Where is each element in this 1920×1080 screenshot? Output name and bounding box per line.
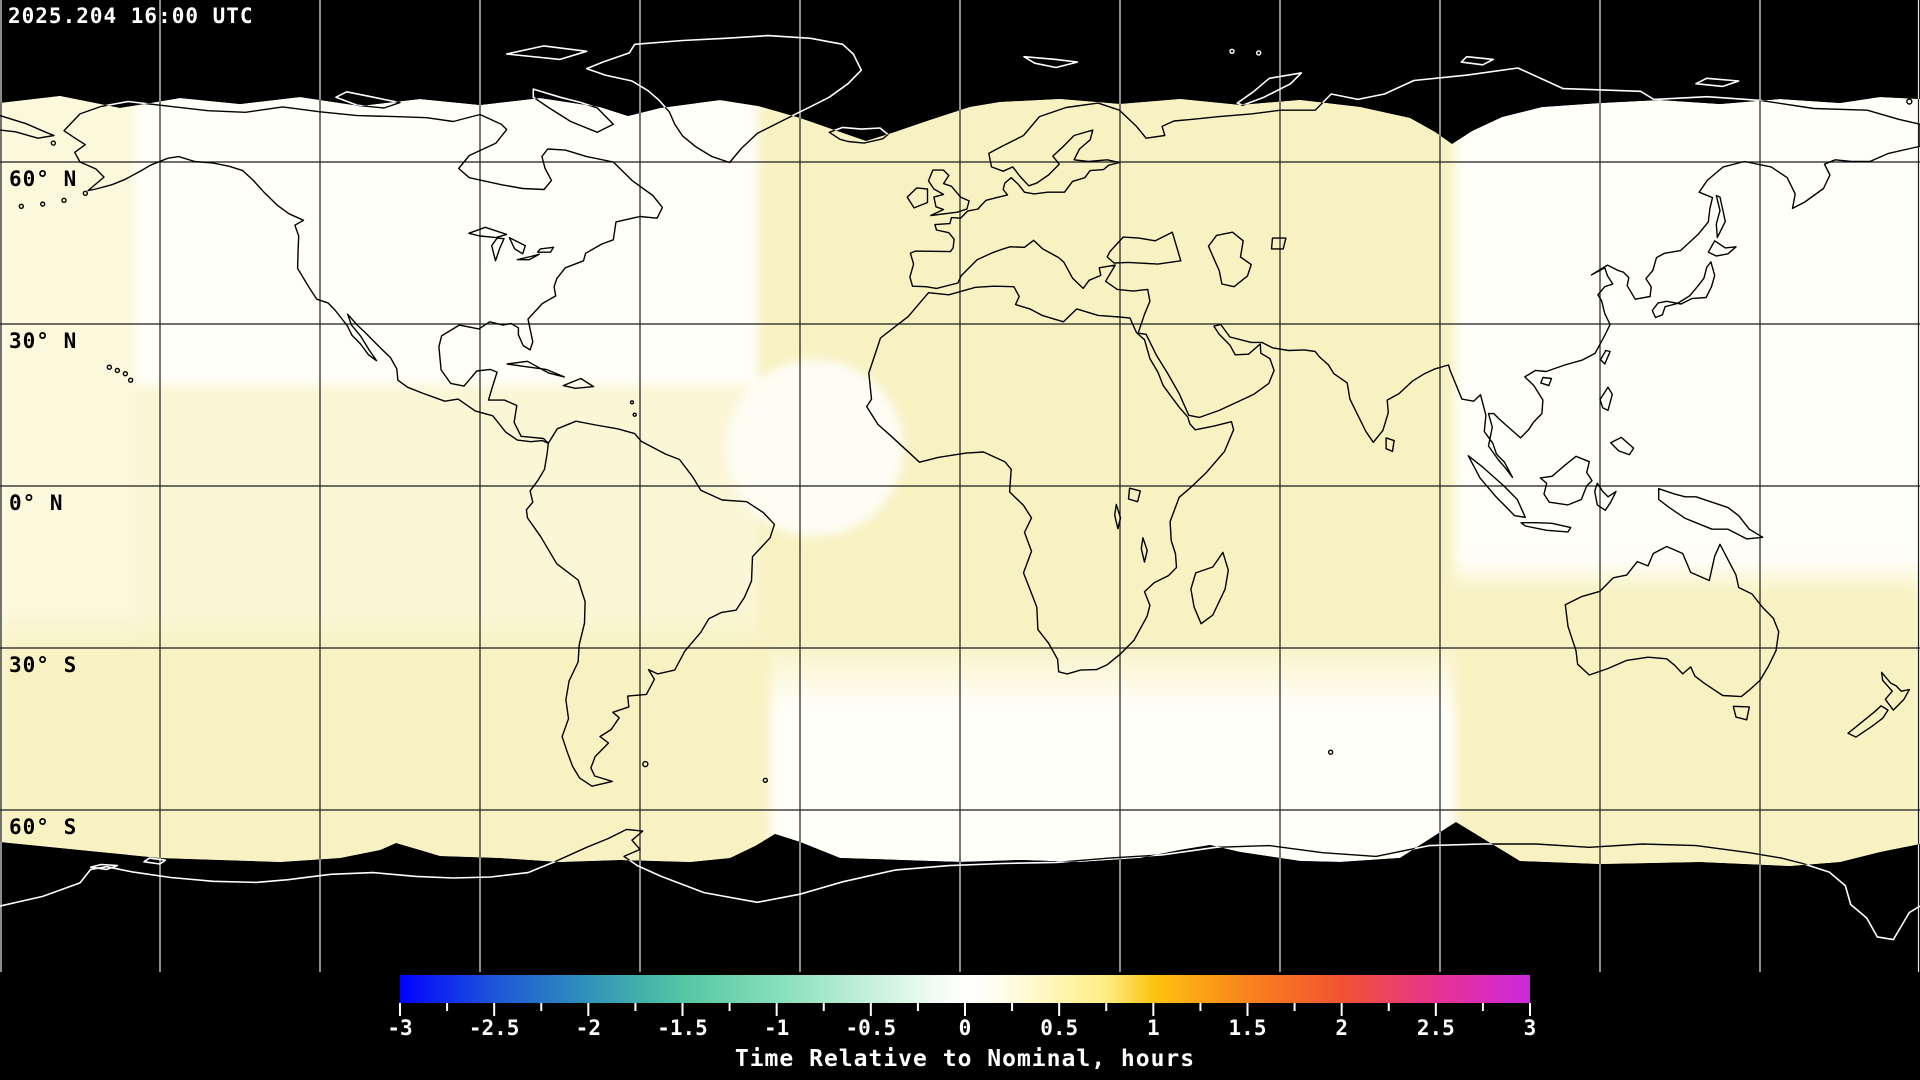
coastline: [1023, 55, 1079, 69]
coastline: [1610, 436, 1635, 456]
coastline: [1594, 482, 1617, 511]
island-dot: [629, 400, 635, 405]
coastline: [1707, 240, 1737, 257]
coastline: [516, 253, 540, 261]
island-dot: [1327, 749, 1334, 755]
coastline: [1236, 72, 1303, 107]
coastline: [1114, 503, 1122, 530]
coastline: [1564, 543, 1780, 698]
coastline: [1599, 349, 1611, 365]
latitude-label: 30° N: [9, 329, 78, 353]
island-dot: [1906, 98, 1913, 105]
colorbar-title: Time Relative to Nominal, hours: [734, 1046, 1196, 1072]
latitude-label: 60° N: [9, 167, 78, 191]
coastline: [1539, 455, 1593, 506]
coastline: [1732, 705, 1750, 721]
island-dot: [632, 412, 637, 417]
coastline: [1715, 194, 1726, 239]
coastline: [586, 96, 862, 164]
coastline: [1658, 488, 1764, 540]
coastline: [0, 114, 55, 139]
island-dot: [127, 377, 134, 383]
latitude-label: 60° S: [9, 815, 78, 839]
colorbar-tick-label: 1.5: [1228, 1016, 1267, 1040]
coastline: [508, 236, 526, 255]
colorbar-tick-label: -2.5: [468, 1016, 520, 1040]
island-dot: [1255, 50, 1262, 56]
coastline: [525, 420, 776, 787]
coastline: [468, 226, 508, 239]
island-dot: [762, 777, 769, 783]
coastline: [1106, 231, 1182, 265]
colorbar-tick-label: 0.5: [1040, 1016, 1079, 1040]
coastline: [1385, 437, 1395, 453]
coastline: [1467, 455, 1526, 518]
colorbar-tick-label: 1: [1147, 1016, 1160, 1040]
colorbar: [399, 975, 1531, 1016]
island-dot: [18, 203, 25, 209]
island-dot: [114, 367, 121, 374]
coastline: [1599, 386, 1613, 412]
island-dot: [82, 190, 89, 197]
island-dot: [50, 140, 57, 146]
coastline: [1540, 376, 1553, 387]
island-dot: [39, 201, 46, 207]
coastline: [505, 45, 588, 61]
island-dot: [642, 760, 649, 768]
coastline: [1695, 77, 1740, 88]
coastline: [1651, 261, 1716, 319]
island-dot: [106, 364, 113, 370]
colorbar-tick-label: -0.5: [845, 1016, 897, 1040]
coastline: [0, 828, 1920, 866]
coastline: [906, 187, 929, 209]
coastline: [1140, 537, 1148, 563]
colorbar-tick-label: -2: [575, 1016, 601, 1040]
coastline: [491, 237, 505, 262]
nominal-time-blob: [727, 360, 903, 536]
coastline: [63, 100, 664, 444]
coastline: [562, 377, 595, 389]
data-coverage-region: [0, 96, 1920, 866]
coastline: [89, 863, 119, 871]
coastline: [143, 857, 167, 865]
coastline: [1880, 671, 1910, 711]
coastline: [1460, 55, 1495, 66]
colorbar-tick-label: -1.5: [657, 1016, 708, 1040]
coastline: [927, 169, 970, 217]
coastline: [1270, 237, 1287, 250]
colorbar-tick-label: -3: [387, 1016, 413, 1040]
coastline: [1847, 705, 1889, 738]
coastline: [1520, 522, 1572, 533]
timestamp: 2025.204 16:00 UTC: [8, 4, 254, 28]
coastline: [506, 360, 565, 378]
coastline: [1190, 551, 1229, 625]
coastline: [1127, 487, 1141, 503]
coastline: [866, 285, 1235, 675]
graticule-on-data: [0, 96, 1920, 866]
island-dot: [1229, 48, 1235, 54]
colorbar-tick-label: -1: [764, 1016, 790, 1040]
island-dot: [122, 370, 129, 377]
colorbar-tick-label: 0: [958, 1016, 972, 1040]
timeliness-swath-tints: [0, 96, 1920, 866]
colorbar-gradient: [400, 975, 1530, 1003]
coastline: [909, 96, 1920, 479]
coastline: [536, 246, 555, 253]
colorbar-tick-label: 2.5: [1416, 1016, 1455, 1040]
latitude-label: 30° S: [9, 653, 78, 677]
latitude-label: 0° N: [9, 491, 64, 515]
island-dot: [61, 197, 67, 204]
coastline: [1207, 231, 1252, 288]
colorbar-tick-label: 3: [1523, 1016, 1537, 1040]
colorbar-tick-label: 2: [1335, 1016, 1348, 1040]
